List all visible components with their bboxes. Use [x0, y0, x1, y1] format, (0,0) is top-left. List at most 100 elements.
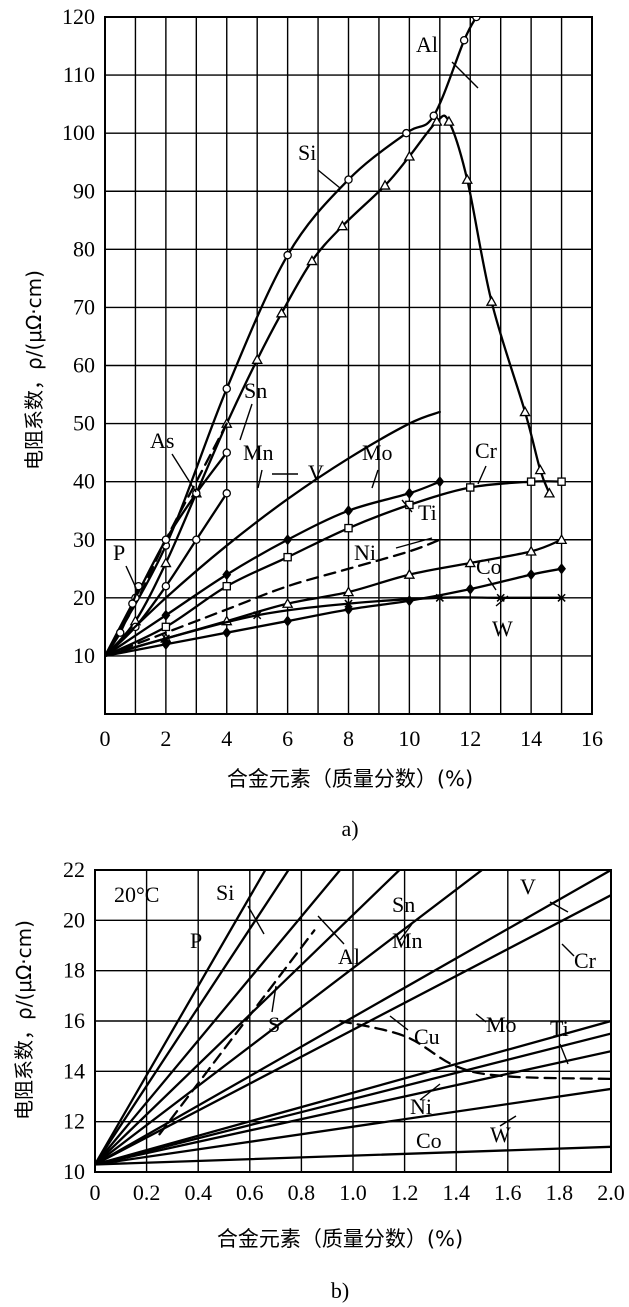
y-tick-label: 120	[62, 4, 95, 29]
y-axis-label: 电阻系数，ρ/(μΩ·cm)	[12, 920, 36, 1120]
leader-line-sn	[399, 923, 413, 941]
data-point-w	[161, 634, 171, 643]
data-point-p	[115, 628, 125, 637]
data-point-al	[344, 175, 353, 184]
panel-caption: b)	[331, 1278, 349, 1303]
leader-line-w	[499, 1115, 517, 1127]
data-point-p	[128, 599, 137, 608]
data-point-mo	[222, 568, 232, 581]
plot-frame	[104, 16, 593, 715]
y-axis-label: 电阻系数，ρ/(μΩ·cm)	[22, 270, 46, 470]
y-tick-label: 100	[62, 120, 95, 145]
series-line-w	[95, 1087, 611, 1166]
series-label-ni: Ni	[410, 1094, 432, 1119]
series-label-mn: Mn	[243, 440, 274, 465]
series-sn	[95, 870, 401, 1166]
y-tick-label: 18	[63, 958, 85, 983]
chart-panel-a: 0 2 4 6 8 10 12 14 16 10 20 30 40 50 60 70 80 90 100 110 120…	[22, 4, 603, 841]
x-axis-label: 合金元素（质量分数）(%)	[217, 1227, 463, 1251]
series-label-mo: Mo	[486, 1012, 517, 1037]
y-tick-label: 16	[63, 1008, 85, 1033]
series-label-cr: Cr	[574, 948, 597, 973]
data-point-cr	[222, 581, 231, 591]
data-point-si	[336, 220, 349, 231]
series-label-al: Al	[416, 32, 438, 57]
series-cu	[338, 1019, 611, 1081]
series-ti	[95, 1032, 611, 1166]
data-point-co	[465, 583, 475, 595]
y-tick-label: 90	[73, 178, 95, 203]
x-tick-label: 1.8	[546, 1180, 574, 1205]
data-point-al	[429, 111, 438, 120]
series-co	[105, 563, 566, 658]
x-tick-label: 1.6	[494, 1180, 522, 1205]
series-cr	[105, 477, 566, 658]
data-point-si	[519, 406, 531, 417]
series-co	[95, 1145, 611, 1166]
series-line-cr	[95, 894, 611, 1166]
leader-line-al	[451, 61, 479, 89]
y-tick-label: 80	[73, 236, 95, 261]
data-point-cr	[557, 477, 566, 486]
data-point-si	[160, 557, 172, 568]
series-label-cr: Cr	[475, 438, 498, 463]
series-label-mn: Mn	[392, 928, 423, 953]
data-point-cr	[161, 622, 171, 632]
series-cr	[95, 894, 611, 1166]
data-point-p	[134, 581, 143, 591]
leader-line-mn	[257, 469, 263, 489]
y-tick-label: 12	[63, 1109, 85, 1134]
series-label-sn: Sn	[392, 892, 415, 917]
data-point-as	[222, 448, 231, 457]
series-p	[105, 581, 143, 658]
series-w	[95, 1087, 611, 1166]
leader-line-ni	[419, 1083, 441, 1101]
series-line-p	[105, 585, 140, 658]
x-tick-label: 2.0	[597, 1180, 625, 1205]
data-point-al	[472, 17, 481, 22]
series-al	[105, 17, 481, 658]
series-label-w: W	[490, 1122, 511, 1147]
series-v	[95, 870, 611, 1166]
series-label-p: P	[190, 928, 202, 953]
data-point-mn	[161, 581, 171, 591]
series-line-v	[95, 870, 611, 1166]
x-tick-label: 0	[90, 1180, 101, 1205]
series-ni	[105, 538, 441, 658]
x-tick-label: 0.6	[236, 1180, 264, 1205]
data-point-cr	[283, 552, 292, 562]
series-ni	[95, 1050, 611, 1166]
data-point-w	[253, 611, 262, 620]
y-tick-label: 40	[73, 469, 95, 494]
data-point-co	[526, 568, 536, 581]
leader-line-si	[247, 905, 265, 935]
data-point-si	[534, 464, 546, 475]
data-point-mo	[283, 534, 293, 546]
series-mn	[95, 870, 484, 1166]
series-label-al: Al	[338, 944, 360, 969]
data-point-si	[251, 353, 263, 364]
x-tick-label: 14	[520, 726, 542, 751]
data-point-cr	[465, 483, 475, 492]
data-point-si	[379, 179, 391, 190]
data-point-al	[402, 128, 411, 138]
leader-line-s	[271, 985, 277, 1013]
leader-line-cr	[477, 465, 487, 485]
x-tick-label: 6	[282, 726, 293, 751]
series-w	[105, 593, 566, 658]
data-point-si	[275, 307, 288, 318]
chart-panel-b: 0 0.2 0.4 0.6 0.8 1.0 1.2 1.4 1.6 1.8 2.0 10 12 14 16 1…	[12, 857, 625, 1303]
temperature-annotation: 20°C	[114, 882, 159, 907]
series-v	[105, 410, 441, 658]
series-line-ni	[95, 1050, 611, 1166]
series-label-co: Co	[416, 1128, 442, 1153]
leader-line-ti	[559, 1043, 569, 1065]
data-point-mn	[222, 489, 231, 498]
series-label-s: S	[268, 1012, 280, 1037]
series-line-cu	[338, 1019, 611, 1081]
x-tick-label: 1.0	[339, 1180, 367, 1205]
data-point-al	[459, 35, 469, 45]
y-tick-label: 10	[63, 1159, 85, 1184]
panel-caption: a)	[341, 816, 358, 841]
